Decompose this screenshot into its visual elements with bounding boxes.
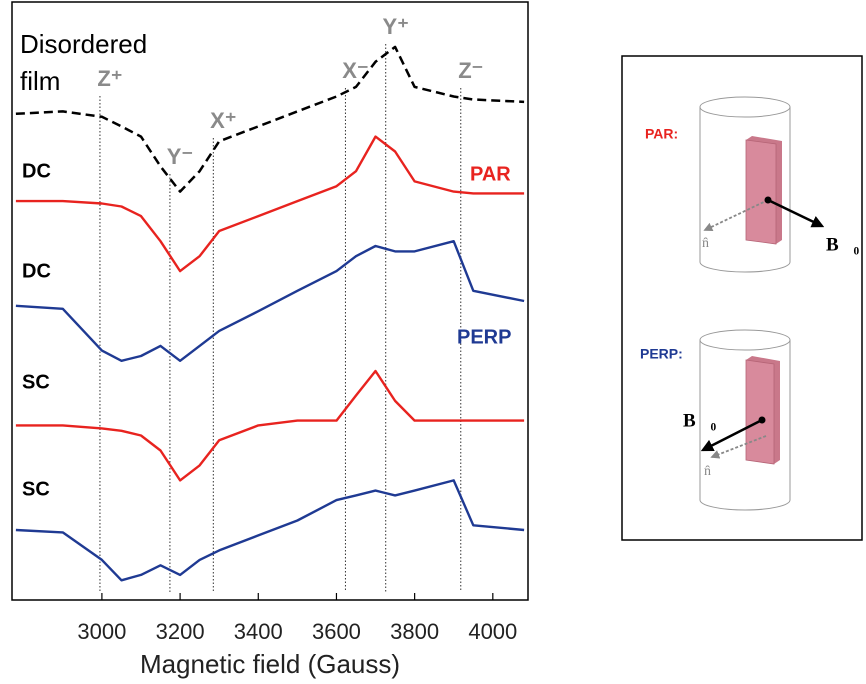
x-tick-label: 3400 xyxy=(234,619,283,644)
series-line xyxy=(15,479,525,582)
annotation: film xyxy=(20,66,60,96)
plot-frame xyxy=(11,1,529,601)
perp-cylinder xyxy=(699,329,791,511)
marker-label: Y⁺ xyxy=(383,14,409,39)
marker-label: Z⁻ xyxy=(458,58,483,83)
panel-label: PERP: xyxy=(640,346,683,362)
annotation: PERP xyxy=(457,326,511,348)
panel-label: PAR: xyxy=(645,126,678,142)
annotation: DC xyxy=(22,160,51,182)
par-cylinder xyxy=(699,96,825,273)
diagram-frame xyxy=(621,55,863,541)
normal-label: n̂ xyxy=(702,236,709,251)
normal-label: n̂ xyxy=(704,464,711,479)
annotation: PAR xyxy=(470,163,511,185)
x-tick-label: 3200 xyxy=(156,619,205,644)
x-tick-label: 3600 xyxy=(312,619,361,644)
marker-label: Y⁻ xyxy=(167,144,193,169)
x-axis-label: Magnetic field (Gauss) xyxy=(140,649,400,679)
x-tick-label: 4000 xyxy=(468,619,517,644)
field-label: B⃗₀ xyxy=(826,234,859,255)
annotation: SC xyxy=(22,371,50,393)
x-tick-label: 3000 xyxy=(77,619,126,644)
annotation: SC xyxy=(22,478,50,500)
marker-label: X⁺ xyxy=(210,108,236,133)
marker-label: X⁻ xyxy=(342,58,368,83)
marker-label: Z⁺ xyxy=(97,66,122,91)
annotation: DC xyxy=(22,260,51,282)
series-line xyxy=(15,135,525,273)
x-tick-label: 3800 xyxy=(390,619,439,644)
diagram: PAR: B⃗₀ n̂ PERP: B⃗₀ n̂ xyxy=(621,55,863,541)
series-line xyxy=(15,45,525,193)
annotation: Disordered xyxy=(20,29,147,59)
series-line xyxy=(15,240,525,362)
series-line xyxy=(15,369,525,482)
field-label: B⃗₀ xyxy=(683,410,716,431)
